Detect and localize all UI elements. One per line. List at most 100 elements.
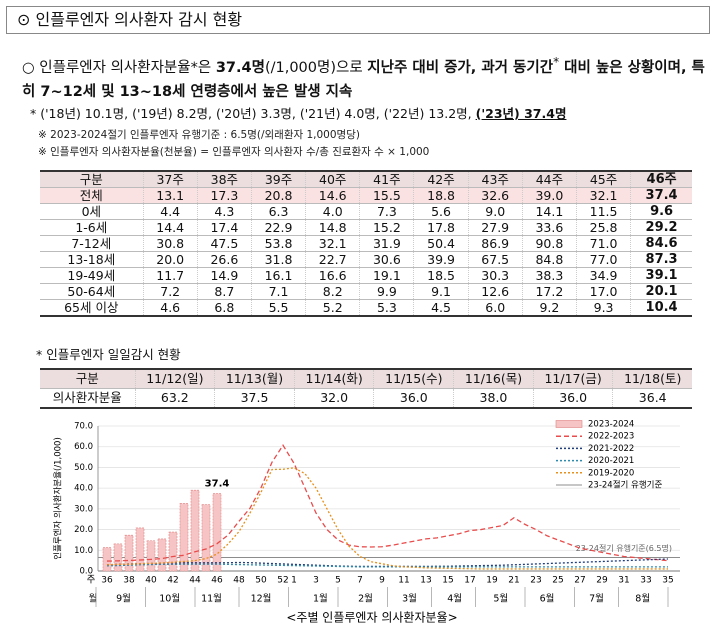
cell: 32.6 [467, 187, 523, 204]
x-tick-label: 17 [464, 576, 475, 586]
cell: 22.9 [250, 219, 306, 236]
series-line [106, 467, 668, 570]
cell: 17.4 [196, 219, 252, 236]
cell: 12.6 [467, 283, 523, 300]
row-label: 0세 [40, 203, 144, 220]
header-cell: 11/17(금) [532, 369, 613, 389]
table-row: 50-64세 7.2 8.7 7.1 8.2 9.9 9.1 12.6 17.2 17.0 20.1 [40, 283, 692, 300]
cell: 30.6 [359, 251, 414, 268]
cell: 11.5 [575, 203, 631, 220]
title-bullet: ⊙ [17, 10, 31, 29]
bar [102, 547, 112, 572]
series-line [106, 563, 668, 568]
threshold-label: 23-24절기 유행기준(6.5명) [576, 543, 672, 553]
section-title: ⊙ 인플루엔자 의사환자 감시 현황 [6, 6, 710, 34]
cell: 77.0 [575, 251, 631, 268]
cell: 37.4 [630, 187, 692, 204]
cell: 84.6 [630, 235, 692, 252]
cell: 8.7 [196, 283, 252, 300]
x-tick-label: 23 [530, 576, 541, 586]
y-tick-label: 60.0 [74, 442, 93, 452]
cell: 32.1 [305, 235, 360, 252]
y-tick-label: 70.0 [74, 422, 93, 432]
cell: 71.0 [575, 235, 631, 252]
header-cell: 43주 [467, 171, 523, 188]
legend-label: 2021-2022 [588, 444, 634, 454]
cell: 4.5 [413, 299, 469, 317]
cell: 86.9 [467, 235, 523, 252]
cell: 39.0 [521, 187, 577, 204]
weekly-table: 구분 37주 38주 39주 40주 41주 42주 43주 44주 45주 46주 전체 13.1 17… [40, 170, 692, 317]
series-line [106, 444, 669, 562]
cell: 32.1 [575, 187, 631, 204]
cell: 7.2 [142, 283, 198, 300]
cell: 53.8 [250, 235, 306, 252]
cell: 33.6 [521, 219, 577, 236]
header-cell: 44주 [521, 171, 577, 188]
cell: 87.3 [630, 251, 692, 268]
cell: 14.1 [521, 203, 577, 220]
cell: 7.3 [359, 203, 414, 220]
cell: 6.8 [196, 299, 252, 317]
table-row: 7-12세 30.8 47.5 53.8 32.1 31.9 50.4 86.9 90.8 71.… [40, 235, 692, 252]
legend-label: 2020-2021 [588, 456, 634, 466]
bar [157, 538, 167, 572]
x-axis-week-title: 주 [87, 575, 96, 586]
month-label: 9월 [116, 593, 131, 605]
x-tick-label: 40 [145, 576, 157, 586]
cell: 17.8 [413, 219, 469, 236]
table-row: 전체 13.1 17.3 20.8 14.6 15.5 18.8 32.6 39.0 32.1 37… [40, 187, 692, 204]
cell: 26.6 [196, 251, 252, 268]
x-tick-label: 35 [662, 576, 673, 586]
header-cell: 38주 [196, 171, 252, 188]
month-label: 5월 [493, 593, 508, 605]
legend-label: 23-24절기 유행기준 [588, 480, 663, 491]
month-label: 11월 [201, 593, 222, 605]
bar [168, 531, 178, 572]
cell: 20.8 [250, 187, 306, 204]
chart-caption: <주별 인플루엔자 의사환자분율> [286, 611, 457, 625]
y-tick-label: 10.0 [74, 546, 93, 556]
cell: 14.4 [142, 219, 198, 236]
legend-label: 2019-2020 [588, 468, 634, 478]
x-tick-label: 25 [552, 576, 563, 586]
header-cell: 11/18(토) [612, 369, 692, 389]
cell: 10.4 [630, 299, 692, 317]
cell: 14.9 [196, 267, 252, 284]
cell: 30.8 [142, 235, 198, 252]
cell: 9.9 [359, 283, 414, 300]
cell: 38.0 [453, 388, 534, 409]
x-tick-label: 1 [291, 576, 297, 586]
summary-text: (/1,000명)으로 [264, 59, 368, 76]
x-tick-label: 33 [640, 576, 651, 586]
cell: 9.6 [630, 203, 692, 220]
cell: 14.6 [305, 187, 360, 204]
cell: 6.0 [467, 299, 523, 317]
summary: ○ 인플루엔자 의사환자분율*은 37.4명(/1,000명)으로 지난주 대비… [22, 50, 712, 104]
row-label: 전체 [40, 187, 144, 204]
y-axis-title: 인플루엔자 의사환자분율(/1,000) [53, 437, 64, 560]
header-cell: 구분 [40, 171, 144, 188]
month-label: 1월 [313, 593, 328, 605]
cell: 50.4 [413, 235, 469, 252]
cell: 9.3 [575, 299, 631, 317]
month-label: 6월 [540, 593, 555, 605]
row-label: 19-49세 [40, 267, 144, 284]
data-label: 37.4 [205, 479, 230, 490]
note: ※ 인플루엔자 의사환자분율(천분율) = 인플루엔자 의사환자 수/총 진료환… [38, 146, 430, 158]
month-label: 7월 [589, 593, 604, 605]
x-tick-label: 7 [357, 576, 363, 586]
x-tick-label: 9 [379, 576, 385, 586]
cell: 29.2 [630, 219, 692, 236]
header-cell: 42주 [413, 171, 469, 188]
month-label: 2월 [358, 593, 373, 605]
legend-label: 2023-2024 [588, 420, 634, 430]
cell: 5.6 [413, 203, 469, 220]
header-cell: 11/16(목) [453, 369, 534, 389]
cell: 5.5 [250, 299, 306, 317]
table-row: 19-49세 11.7 14.9 16.1 16.6 19.1 18.5 30.3 38.3 34… [40, 267, 692, 284]
bar [146, 540, 156, 572]
x-tick-label: 48 [233, 576, 245, 586]
cell: 25.8 [575, 219, 631, 236]
